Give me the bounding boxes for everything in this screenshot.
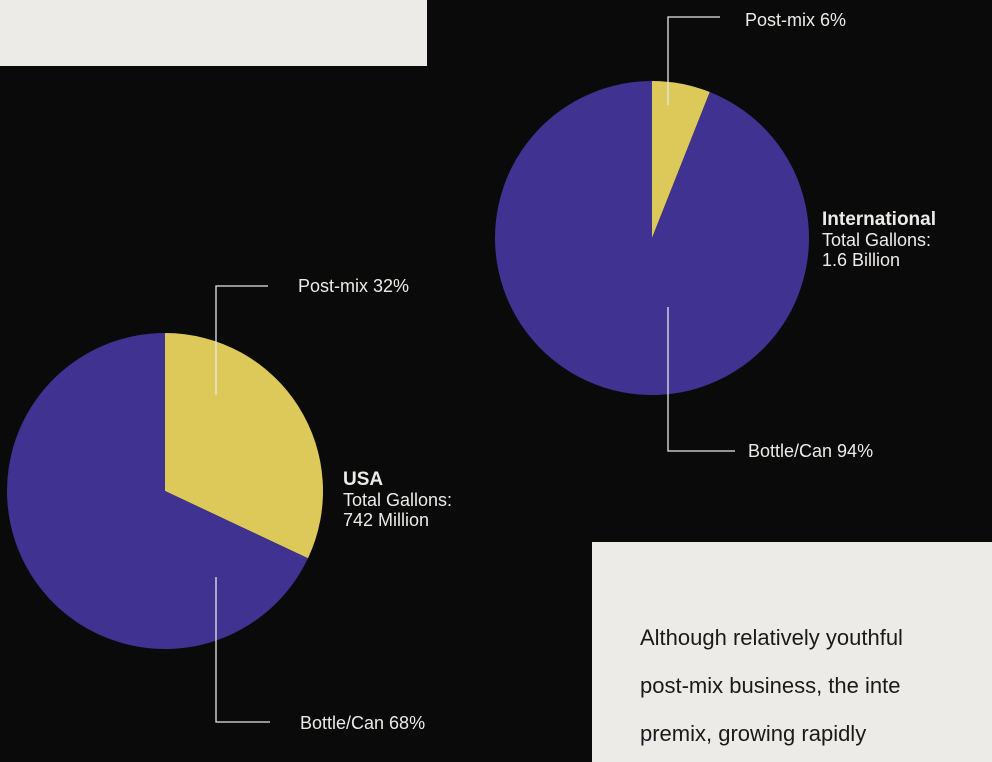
bottom-text-panel: Although relatively youthful post-mix bu… [592,542,992,762]
pie-usa [7,333,324,650]
usa-bottlecan-leader [215,577,270,723]
body-line: post-mix business, the inte [640,673,901,698]
intl-total-value: 1.6 Billion [822,250,901,270]
top-text-panel [0,0,427,66]
intl-slice-post-mix [652,81,710,238]
intl-title: International [822,209,937,230]
body-text: Although relatively youthful post-mix bu… [640,614,992,758]
body-line: premix, growing rapidly [640,721,867,746]
intl-postmix-label: Post-mix 6% [745,10,847,30]
usa-total-label: Total Gallons: [343,490,453,510]
usa-slice-bottle-can [7,333,308,650]
intl-bottlecan-label: Bottle/Can 94% [748,441,874,461]
intl-total-label: Total Gallons: [822,230,932,250]
intl-bottlecan-leader [667,307,735,452]
pie-international [494,81,809,395]
intl-slice-bottle-can [494,81,809,395]
usa-slice-post-mix [165,333,324,559]
pie-charts [7,16,809,723]
usa-postmix-label: Post-mix 32% [298,276,410,296]
body-line: Although relatively youthful [640,625,903,650]
usa-region-label: USA Total Gallons: 742 Million [343,469,453,531]
intl-postmix-leader [667,16,720,105]
usa-total-value: 742 Million [343,510,430,530]
usa-postmix-leader [215,285,268,395]
leader-lines [215,16,735,723]
usa-bottlecan-label: Bottle/Can 68% [300,713,426,733]
usa-title: USA [343,469,384,490]
intl-region-label: International Total Gallons: 1.6 Billion [822,209,937,271]
